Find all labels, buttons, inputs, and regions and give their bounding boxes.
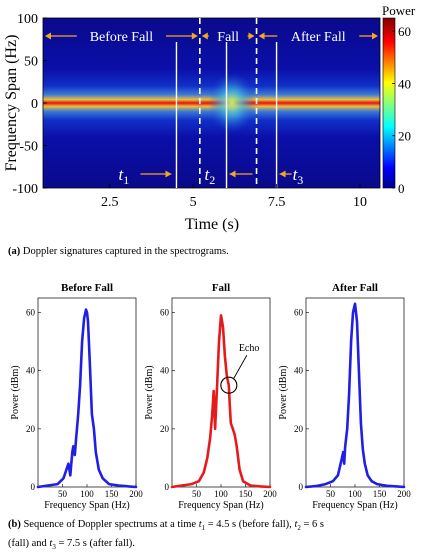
spectrogram-xlabel: Time (s) xyxy=(185,216,239,233)
caption-a-text: Doppler signatures captured in the spect… xyxy=(20,246,229,257)
colorbar-tick-label: 20 xyxy=(398,129,411,144)
spectrum-ytick-label: 20 xyxy=(294,424,304,434)
spectrogram-ytick-label: -50 xyxy=(19,140,38,155)
caption-b-t2-val: = 6 s xyxy=(300,519,324,530)
region-arrow-head xyxy=(201,32,208,40)
colorbar-tick-label: 0 xyxy=(398,181,405,196)
time-marker-subscript: 3 xyxy=(297,173,303,187)
caption-b: (b) Sequence of Doppler spectrums at a t… xyxy=(8,517,426,555)
spectrum-ytick-label: 60 xyxy=(294,308,304,318)
colorbar-title: Power xyxy=(382,3,416,18)
region-arrow-head xyxy=(248,32,255,40)
spectrum-xtick-label: 150 xyxy=(373,489,387,499)
echo-circle xyxy=(220,376,238,394)
spectrogram-ytick-label: 0 xyxy=(31,97,38,112)
spectrum-title: Before Fall xyxy=(61,282,113,294)
spectrogram-ytick-label: 100 xyxy=(17,12,38,27)
colorbar xyxy=(382,17,396,189)
spectrum-ytick-label: 60 xyxy=(160,308,170,318)
spectrum-xtick-label: 200 xyxy=(263,489,277,499)
time-marker-arrow-head xyxy=(165,170,172,178)
spectrum-series-line xyxy=(304,302,406,489)
caption-b-line2: (fall) and xyxy=(8,538,50,550)
spectrum-ytick-label: 20 xyxy=(26,424,36,434)
caption-b-t2-sub: 2 xyxy=(297,524,301,533)
spectrum-ylabel: Power (dBm) xyxy=(278,365,289,419)
spectrum-ytick-label: 0 xyxy=(31,482,36,492)
spectrum-xtick-label: 100 xyxy=(348,489,362,499)
time-marker-label: t2 xyxy=(205,165,216,187)
spectrum-series-line xyxy=(170,314,272,489)
caption-b-t3-sub: 3 xyxy=(52,543,56,552)
spectrum-title: Fall xyxy=(212,282,230,294)
time-marker-subscript: 1 xyxy=(123,173,129,187)
caption-b-t1-val: = 4.5 s (before fall), xyxy=(205,519,295,530)
spectrogram-xtick-label: 7.5 xyxy=(268,195,286,210)
colorbar-tick-label: 40 xyxy=(398,76,411,91)
time-marker-label: t1 xyxy=(118,165,129,187)
spectrum-xtick-label: 150 xyxy=(105,489,119,499)
spectrogram-xtick-label: 5 xyxy=(190,195,197,210)
spectrum-xlabel: Frequency Span (Hz) xyxy=(44,500,130,511)
spectrum-xtick-label: 50 xyxy=(192,489,202,499)
caption-b-t2: t xyxy=(294,519,298,530)
spectrum-ytick-label: 0 xyxy=(299,482,304,492)
spectrum-xtick-label: 150 xyxy=(239,489,253,499)
spectrogram-ylabel: Frequency Span (Hz) xyxy=(3,35,20,172)
spectrum-ytick-label: 0 xyxy=(165,482,170,492)
spectrum-ylabel: Power (dBm) xyxy=(144,365,155,419)
spectrum-ytick-label: 20 xyxy=(160,424,170,434)
spectrum-xlabel: Frequency Span (Hz) xyxy=(312,500,398,511)
time-marker-arrow-head xyxy=(229,170,236,178)
spectrum-xtick-label: 100 xyxy=(80,489,94,499)
fall-energy-blob xyxy=(208,73,256,133)
region-arrow-head xyxy=(372,32,378,40)
region-arrow-head xyxy=(191,32,198,40)
region-label: Fall xyxy=(217,30,239,45)
spectrum-xtick-label: 200 xyxy=(129,489,143,499)
caption-b-t1-sub: 1 xyxy=(201,524,206,533)
spectrum-xtick-label: 50 xyxy=(326,489,336,499)
spectrum-title: After Fall xyxy=(332,282,378,294)
spectrum-ytick-label: 60 xyxy=(26,308,36,318)
echo-pointer-line xyxy=(233,355,248,379)
caption-b-tag: (b) xyxy=(8,519,21,530)
spectrum-ytick-label: 40 xyxy=(160,366,170,376)
caption-a: (a) Doppler signatures captured in the s… xyxy=(8,244,426,259)
spectrum-xlabel: Frequency Span (Hz) xyxy=(178,500,264,511)
time-marker-subscript: 2 xyxy=(209,173,215,187)
time-marker-label: t3 xyxy=(293,165,304,187)
spectrogram-ytick-label: -100 xyxy=(12,182,38,197)
region-arrow-head xyxy=(258,32,265,40)
spectrum-xtick-label: 100 xyxy=(214,489,228,499)
spectrum-series-line xyxy=(36,308,138,489)
spectrum-frame xyxy=(305,297,405,488)
caption-b-t3: t xyxy=(49,538,53,550)
spectrogram-xtick-label: 10 xyxy=(353,195,367,210)
caption-a-tag: (a) xyxy=(8,246,21,257)
spectrum-xtick-label: 50 xyxy=(58,489,68,499)
region-label: Before Fall xyxy=(90,30,153,45)
spectrum-ytick-label: 40 xyxy=(26,366,36,376)
time-marker-arrow-head xyxy=(279,170,286,178)
caption-b-line1: Sequence of Doppler spectrums at a time xyxy=(20,519,199,530)
region-label: After Fall xyxy=(291,30,346,45)
spectrogram-xtick-label: 2.5 xyxy=(101,195,119,210)
spectrum-ylabel: Power (dBm) xyxy=(10,365,21,419)
spectrum-xtick-label: 200 xyxy=(397,489,411,499)
region-arrow-head xyxy=(45,32,51,40)
caption-b-t3-val: = 7.5 s (after fall). xyxy=(55,538,135,550)
echo-label: Echo xyxy=(239,343,260,354)
caption-b-t1: t xyxy=(198,519,202,530)
spectrogram-ytick-label: 50 xyxy=(24,55,38,70)
colorbar-tick-label: 60 xyxy=(398,24,411,39)
spectrum-ytick-label: 40 xyxy=(294,366,304,376)
